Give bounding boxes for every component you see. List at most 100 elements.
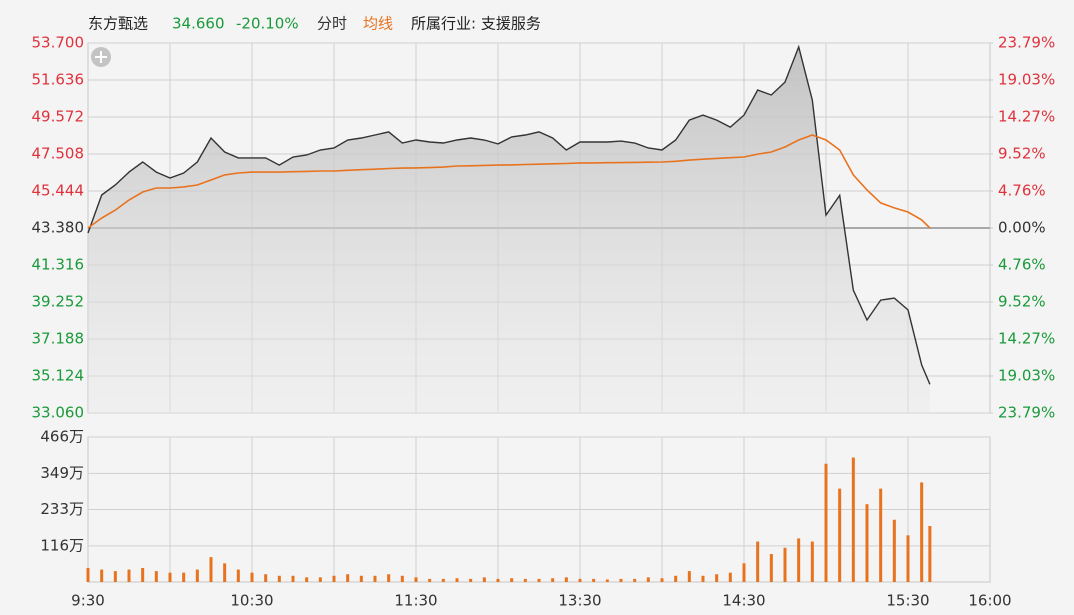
- volume-bar: [127, 569, 131, 582]
- volume-bar: [100, 569, 104, 582]
- avg-legend: 均线: [363, 15, 393, 33]
- volume-bar: [250, 572, 254, 582]
- volume-bar: [209, 557, 213, 582]
- x-tick-label: 10:30: [230, 592, 273, 610]
- price-area: [88, 46, 930, 414]
- y-tick-label: 51.636: [32, 71, 85, 89]
- y-tick-label: 35.124: [32, 367, 85, 385]
- volume-bar: [660, 578, 664, 582]
- add-button[interactable]: [91, 47, 111, 67]
- y-tick-label: 43.380: [32, 219, 85, 237]
- volume-bar: [564, 577, 568, 582]
- add-plus[interactable]: [95, 51, 107, 63]
- x-tick-label: 15:30: [886, 592, 929, 610]
- x-tick-label: 13:30: [558, 592, 601, 610]
- volume-bar: [373, 575, 377, 582]
- volume-bar: [236, 569, 240, 582]
- volume-bar: [838, 488, 842, 582]
- volume-bar: [496, 578, 500, 582]
- last-price: 34.660: [172, 15, 225, 33]
- volume-bar: [400, 575, 404, 582]
- volume-bar: [592, 578, 596, 582]
- volume-bar: [332, 575, 336, 582]
- stock-name: 东方甄选: [88, 15, 148, 33]
- y2-tick-label: 4.76%: [998, 256, 1046, 274]
- price-change: -20.10%: [236, 15, 299, 33]
- y2-tick-label: 14.27%: [998, 108, 1055, 126]
- x-tick-label: 9:30: [71, 592, 105, 610]
- volume-bar: [523, 578, 527, 582]
- volume-bar: [223, 563, 227, 582]
- volume-bar: [113, 571, 117, 582]
- volume-bar: [469, 578, 473, 582]
- volume-bar: [769, 553, 773, 582]
- volume-bar: [605, 579, 609, 582]
- mode-label: 分时: [317, 15, 347, 33]
- volume-bar: [537, 578, 541, 582]
- volume-bar: [633, 578, 637, 582]
- volume-bar: [810, 541, 814, 582]
- volume-bar: [892, 519, 896, 582]
- y2-tick-label: 19.03%: [998, 71, 1055, 89]
- volume-bar: [742, 563, 746, 582]
- volume-bar: [141, 567, 145, 582]
- y-tick-label: 45.444: [32, 182, 85, 200]
- y2-tick-label: 19.03%: [998, 366, 1055, 384]
- volume-bar: [86, 567, 90, 582]
- y-tick-label: 349万: [40, 464, 84, 482]
- y2-tick-label: 9.52%: [998, 293, 1046, 311]
- y-tick-label: 233万: [40, 500, 84, 518]
- volume-bar: [482, 577, 486, 582]
- volume-bar: [715, 574, 719, 582]
- volume-bar: [277, 575, 281, 582]
- y-tick-label: 47.508: [32, 145, 85, 163]
- volume-bar: [414, 577, 418, 582]
- volume-bar: [305, 577, 309, 582]
- y2-tick-label: 0.00%: [998, 219, 1046, 237]
- volume-bar: [168, 572, 172, 582]
- volume-bar: [687, 571, 691, 582]
- volume-bar: [318, 577, 322, 582]
- volume-bar: [578, 578, 582, 582]
- volume-bar: [879, 488, 883, 582]
- y-tick-label: 37.188: [32, 330, 85, 348]
- volume-bar: [455, 578, 459, 582]
- series-line: [87, 44, 931, 385]
- y-tick-label: 116万: [40, 536, 84, 554]
- x-tick-label: 14:30: [722, 592, 765, 610]
- volume-bar: [264, 574, 268, 582]
- y-tick-label: 39.252: [32, 293, 85, 311]
- volume-bar: [182, 572, 186, 582]
- volume-bar: [851, 457, 855, 582]
- volume-bar: [387, 574, 391, 582]
- series-line: [87, 134, 931, 229]
- volume-bar: [824, 463, 828, 582]
- y2-tick-label: 23.79%: [998, 34, 1055, 52]
- y-tick-label: 49.572: [32, 108, 85, 126]
- volume-bar: [551, 578, 555, 582]
- volume-bar: [646, 577, 650, 582]
- volume-bar: [291, 575, 295, 582]
- volume-bar: [756, 541, 760, 582]
- volume-bar: [701, 575, 705, 582]
- volume-bar: [195, 569, 199, 582]
- y2-tick-label: 9.52%: [998, 144, 1046, 162]
- volume-bar: [865, 504, 869, 582]
- industry: 所属行业: 支援服务: [411, 15, 541, 33]
- volume-bar: [920, 482, 924, 582]
- volume-bar: [346, 574, 350, 582]
- y2-tick-label: 14.27%: [998, 329, 1055, 347]
- volume-bar: [510, 578, 514, 582]
- volume-bar: [154, 571, 158, 582]
- volume-bar: [928, 525, 932, 582]
- y2-tick-label: 4.76%: [998, 181, 1046, 199]
- volume-bar: [728, 572, 732, 582]
- x-tick-label: 11:30: [394, 592, 437, 610]
- y-tick-label: 53.700: [32, 34, 85, 52]
- volume-bar: [783, 547, 787, 582]
- volume-bar: [428, 578, 432, 582]
- volume-bar: [906, 535, 910, 582]
- y-tick-label: 41.316: [32, 256, 85, 274]
- y-tick-label: 33.060: [32, 404, 85, 422]
